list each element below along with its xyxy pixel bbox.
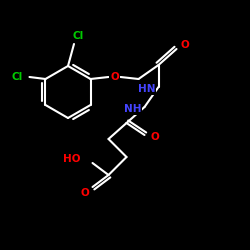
Text: HN: HN: [138, 84, 155, 94]
Text: Cl: Cl: [72, 31, 84, 41]
Text: O: O: [150, 132, 159, 142]
Text: O: O: [180, 40, 189, 50]
Text: HO: HO: [63, 154, 80, 164]
Text: Cl: Cl: [12, 72, 23, 82]
Text: O: O: [110, 72, 119, 82]
Text: NH: NH: [124, 104, 141, 114]
Text: O: O: [80, 188, 89, 198]
